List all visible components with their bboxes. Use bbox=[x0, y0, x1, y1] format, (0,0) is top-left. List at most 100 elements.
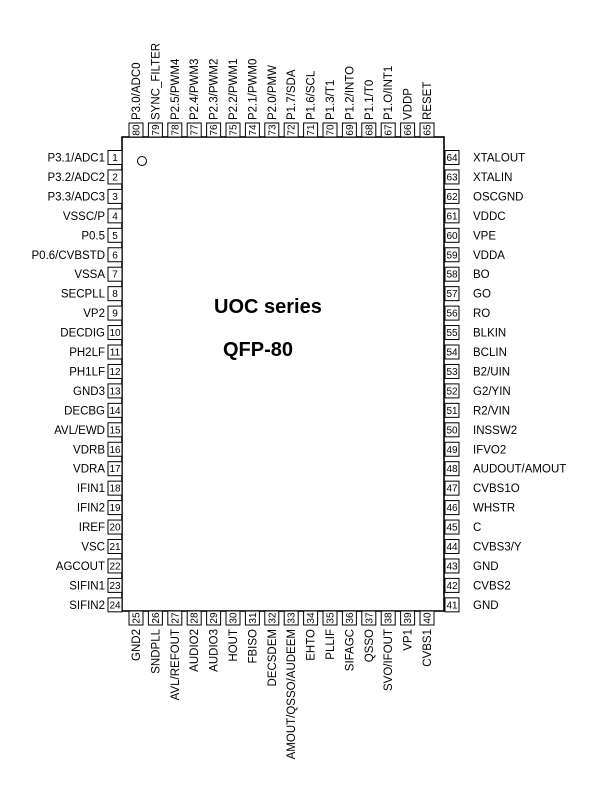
pin-label: PH2LF bbox=[69, 347, 105, 359]
pin-box bbox=[264, 610, 280, 626]
pin-label: VSSA bbox=[74, 269, 105, 281]
pin-label: P3.0/ADC0 bbox=[131, 62, 143, 120]
pin-number: 36 bbox=[345, 612, 356, 624]
pin-58: 58 BO bbox=[444, 266, 490, 282]
pin-63: 63 XTALIN bbox=[444, 169, 512, 185]
pin-number: 46 bbox=[446, 503, 458, 514]
pin-number: 6 bbox=[112, 250, 118, 261]
pin-15: 15 AVL/EWD bbox=[54, 422, 123, 438]
pin-24: 24 SIFIN2 bbox=[69, 597, 123, 613]
chip-body bbox=[121, 136, 445, 612]
pin-box bbox=[341, 122, 357, 138]
pin-number: 41 bbox=[446, 600, 458, 611]
pin-box bbox=[444, 441, 460, 457]
pin-box bbox=[444, 266, 460, 282]
pin-label: FBISO bbox=[247, 629, 259, 664]
pin-box bbox=[206, 122, 222, 138]
pin-label: GO bbox=[473, 289, 491, 301]
pin-number: 11 bbox=[110, 348, 121, 359]
pin-38: 38 SVO/IFOUT bbox=[380, 610, 396, 691]
pin-16: 16 VDRB bbox=[73, 441, 123, 457]
pin-label: RESET bbox=[422, 82, 434, 120]
pin-box bbox=[400, 122, 416, 138]
pin-46: 46 WHSTR bbox=[444, 500, 515, 516]
pin-43: 43 GND bbox=[444, 558, 499, 574]
pin-number: 18 bbox=[109, 484, 121, 495]
pin-box bbox=[444, 227, 460, 243]
pin-box bbox=[107, 480, 123, 496]
pin-number: 79 bbox=[151, 124, 162, 136]
pin-number: 21 bbox=[109, 542, 121, 553]
pin-label: P1.1/T0 bbox=[364, 80, 376, 120]
pin-number: 7 bbox=[112, 270, 118, 281]
pin-35: 35 PLLIF bbox=[322, 610, 338, 660]
pin-number: 4 bbox=[112, 211, 118, 222]
pin-number: 51 bbox=[446, 406, 458, 417]
pin-box bbox=[322, 122, 338, 138]
pin-box bbox=[107, 266, 123, 282]
pin-65: 65 RESET bbox=[419, 82, 435, 138]
pin-number: 56 bbox=[446, 309, 458, 320]
pin-box bbox=[283, 610, 299, 626]
pin-number: 23 bbox=[109, 581, 121, 592]
pin-box bbox=[167, 610, 183, 626]
pin-number: 15 bbox=[109, 425, 121, 436]
pin-box bbox=[419, 610, 435, 626]
pin-label: XTALIN bbox=[473, 172, 512, 184]
pin-62: 62 OSCGND bbox=[444, 188, 523, 204]
pins-layer: 1 P3.1/ADC1 2 P3.2/ADC2 3 P3.3/ADC3 4 VSSC/P 5 P0… bbox=[32, 43, 567, 759]
pin-47: 47 CVBS1O bbox=[444, 480, 520, 496]
pin-number: 66 bbox=[403, 124, 414, 136]
pin-number: 54 bbox=[446, 348, 458, 359]
pin-number: 20 bbox=[109, 523, 121, 534]
pin-number: 60 bbox=[446, 231, 458, 242]
pin-box bbox=[107, 344, 123, 360]
pin-box bbox=[322, 610, 338, 626]
pin-label: RO bbox=[473, 308, 490, 320]
pin-label: DECSDEM bbox=[267, 629, 279, 687]
pin-label: GND3 bbox=[73, 386, 105, 398]
pin-label: SYNC_FILTER bbox=[150, 43, 162, 120]
pin-box bbox=[107, 577, 123, 593]
pin-label: G2/YIN bbox=[473, 386, 511, 398]
pin-56: 56 RO bbox=[444, 305, 490, 321]
pin-box bbox=[107, 305, 123, 321]
pin-box bbox=[107, 286, 123, 302]
pin-number: 24 bbox=[109, 600, 121, 611]
pin-number: 13 bbox=[109, 386, 121, 397]
pin-box bbox=[444, 402, 460, 418]
pin-label: SNDPLL bbox=[150, 628, 162, 673]
pin-31: 31 FBISO bbox=[244, 610, 260, 664]
pin-label: IFIN1 bbox=[77, 483, 105, 495]
pin-number: 63 bbox=[446, 172, 458, 183]
pin-number: 30 bbox=[229, 612, 240, 624]
pin-number: 25 bbox=[132, 612, 143, 624]
pin-54: 54 BCLIN bbox=[444, 344, 507, 360]
pin-box bbox=[400, 610, 416, 626]
pin-label: P1.6/SCL bbox=[306, 70, 318, 120]
pin-box bbox=[444, 461, 460, 477]
pin-box bbox=[107, 461, 123, 477]
pin-label: R2/VIN bbox=[473, 405, 510, 417]
pin-37: 37 QSSO bbox=[361, 610, 377, 662]
pin-box bbox=[107, 539, 123, 554]
pin-32: 32 DECSDEM bbox=[264, 610, 280, 687]
pin-number: 68 bbox=[364, 124, 375, 136]
pin-70: 70 P1.3/T1 bbox=[322, 80, 338, 138]
pin-label: OSCGND bbox=[473, 191, 523, 203]
pin-number: 43 bbox=[446, 561, 458, 572]
pin-box bbox=[380, 610, 396, 626]
chip-package-label: QFP-80 bbox=[223, 339, 293, 361]
pin-number: 61 bbox=[446, 211, 458, 222]
pin-label: CVBS1 bbox=[422, 629, 434, 667]
pin-number: 26 bbox=[151, 612, 162, 624]
pin-40: 40 CVBS1 bbox=[419, 610, 435, 667]
pin-label: SECPLL bbox=[61, 289, 106, 301]
pin-box bbox=[225, 610, 241, 626]
pin-box bbox=[419, 122, 435, 138]
pin-box bbox=[444, 597, 460, 613]
pin-number: 39 bbox=[403, 612, 414, 624]
pin-12: 12 PH1LF bbox=[69, 363, 123, 379]
pin-75: 75 P2.2/PWM1 bbox=[225, 59, 241, 138]
